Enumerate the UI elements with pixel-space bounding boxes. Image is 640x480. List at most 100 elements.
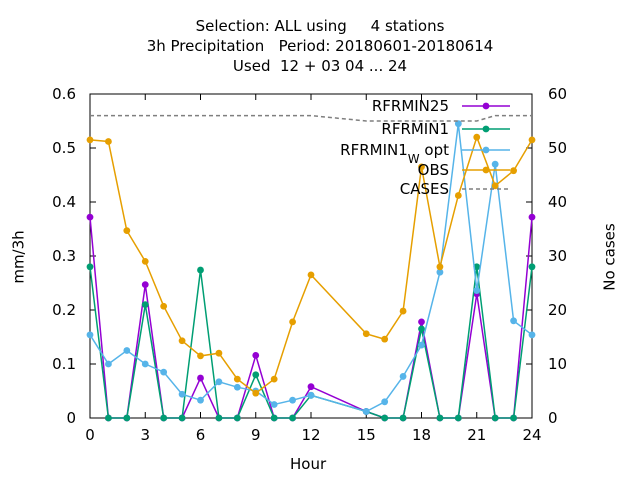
data-point-1 — [491, 414, 499, 422]
data-point-3 — [528, 136, 536, 144]
legend-label-0: RFRMIN25 — [372, 97, 449, 115]
data-point-2 — [381, 398, 389, 406]
data-point-2 — [510, 317, 517, 325]
legend-marker-0 — [482, 102, 490, 110]
data-point-1 — [528, 263, 536, 271]
y2-tick-label: 30 — [548, 247, 567, 265]
x-tick-label: 24 — [522, 426, 541, 444]
x-tick-label: 6 — [196, 426, 206, 444]
data-point-3 — [160, 302, 168, 310]
y-tick-label: 0.3 — [52, 247, 76, 265]
x-tick-label: 21 — [467, 426, 486, 444]
data-point-2 — [473, 287, 481, 294]
data-point-2 — [160, 368, 168, 376]
data-point-2 — [178, 390, 186, 398]
y-tick-label: 0 — [66, 409, 76, 427]
data-point-0 — [197, 374, 204, 382]
data-point-1 — [86, 263, 94, 271]
data-point-1 — [418, 325, 425, 333]
data-point-3 — [491, 182, 499, 190]
data-point-2 — [307, 391, 315, 399]
y-tick-label: 0.5 — [52, 139, 76, 157]
data-point-3 — [197, 352, 204, 360]
data-point-2 — [86, 331, 94, 339]
data-point-3 — [141, 258, 149, 265]
data-point-3 — [178, 337, 186, 345]
chart-title-line-3: Used 12 + 03 04 ... 24 — [232, 57, 408, 75]
data-point-3 — [436, 263, 444, 271]
data-point-0 — [86, 213, 94, 221]
y2-tick-label: 10 — [548, 355, 567, 373]
data-point-2 — [123, 347, 131, 354]
data-point-2 — [289, 396, 296, 404]
chart-title-line-1: Selection: ALL using 4 stations — [195, 17, 445, 35]
legend-marker-1 — [482, 125, 490, 133]
y2-axis-label: No cases — [600, 223, 619, 291]
y2-tick-label: 40 — [548, 193, 567, 211]
data-point-0 — [307, 383, 315, 391]
data-point-3 — [381, 335, 389, 343]
data-point-0 — [418, 318, 425, 326]
data-point-3 — [252, 389, 260, 397]
data-point-2 — [399, 373, 407, 380]
data-point-3 — [418, 163, 425, 171]
y-tick-label: 0.1 — [52, 355, 76, 373]
x-tick-label: 3 — [140, 426, 150, 444]
data-point-3 — [105, 138, 112, 145]
data-point-2 — [215, 378, 223, 386]
data-point-1 — [289, 414, 296, 422]
x-tick-label: 12 — [301, 426, 320, 444]
data-point-3 — [454, 192, 462, 199]
x-tick-label: 15 — [357, 426, 376, 444]
data-point-1 — [252, 371, 260, 379]
data-point-2 — [197, 396, 204, 404]
data-point-2 — [141, 360, 149, 368]
data-point-3 — [289, 318, 296, 326]
x-tick-label: 0 — [85, 426, 95, 444]
legend-marker-3 — [482, 166, 490, 174]
data-point-1 — [160, 414, 168, 422]
y-axis-label: mm/3h — [9, 230, 28, 284]
y2-tick-label: 50 — [548, 139, 567, 157]
data-point-3 — [473, 133, 481, 141]
y2-tick-label: 20 — [548, 301, 567, 319]
x-axis-label: Hour — [290, 455, 327, 473]
y-tick-label: 0.4 — [52, 193, 76, 211]
data-point-3 — [233, 375, 241, 383]
data-point-3 — [270, 375, 278, 383]
data-point-3 — [123, 227, 131, 235]
data-point-1 — [197, 266, 204, 274]
y2-tick-label: 60 — [548, 85, 567, 103]
data-point-2 — [418, 341, 425, 349]
data-point-0 — [528, 213, 536, 221]
x-tick-label: 18 — [412, 426, 431, 444]
data-point-1 — [105, 414, 112, 422]
data-point-2 — [233, 383, 241, 391]
data-point-1 — [141, 301, 149, 308]
legend-label-suffix: opt — [420, 141, 449, 159]
series-line-4 — [90, 114, 532, 122]
y-tick-label: 0.6 — [52, 85, 76, 103]
data-point-1 — [215, 414, 223, 422]
legend-label-3: OBS — [418, 161, 449, 179]
data-point-0 — [252, 351, 260, 359]
data-point-1 — [123, 414, 131, 422]
y-tick-label: 0.2 — [52, 301, 76, 319]
data-point-2 — [362, 408, 370, 415]
data-point-2 — [528, 331, 536, 339]
data-point-2 — [454, 120, 462, 128]
data-point-3 — [86, 136, 94, 144]
data-point-1 — [454, 414, 462, 422]
data-point-3 — [307, 271, 315, 279]
data-point-3 — [215, 349, 223, 357]
data-point-2 — [270, 401, 278, 408]
legend-label-1: RFRMIN1 — [381, 120, 449, 138]
data-point-1 — [381, 414, 389, 422]
data-point-3 — [399, 307, 407, 315]
legend-marker-2 — [482, 146, 490, 154]
data-point-2 — [436, 268, 444, 276]
x-tick-label: 9 — [251, 426, 261, 444]
chart-title-line-2: 3h Precipitation Period: 20180601-201806… — [146, 37, 494, 55]
data-point-3 — [362, 330, 370, 338]
